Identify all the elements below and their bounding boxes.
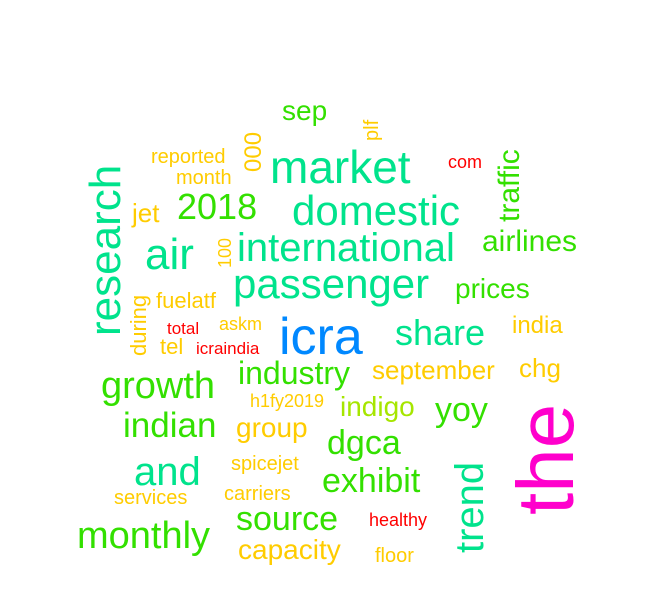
word-monthly: monthly [77, 515, 211, 557]
word-air: air [145, 230, 194, 279]
word-month: month [176, 167, 232, 189]
word-share: share [395, 312, 486, 353]
word-source: source [236, 500, 339, 538]
word-spicejet: spicejet [231, 453, 299, 475]
word-services: services [114, 487, 188, 509]
word-healthy: healthy [369, 510, 428, 530]
word-market: market [270, 141, 411, 193]
word-total: total [167, 319, 200, 338]
word-reported: reported [151, 146, 226, 168]
word-during: during [126, 294, 151, 356]
word-industry: industry [238, 355, 351, 391]
word-dgca: dgca [327, 424, 401, 462]
word-icra: icra [279, 308, 363, 366]
word-traffic: traffic [493, 149, 526, 222]
word-and: and [134, 450, 201, 494]
word-september: september [372, 355, 495, 385]
word-the: the [501, 403, 590, 515]
word-international: international [237, 226, 455, 270]
word-100: 100 [215, 237, 235, 268]
word-capacity: capacity [238, 534, 341, 565]
word-jet: jet [132, 198, 160, 228]
word-growth: growth [101, 365, 216, 407]
word-yoy: yoy [435, 391, 488, 429]
word-india: india [512, 312, 563, 339]
word-prices: prices [455, 273, 530, 304]
word-chg: chg [519, 353, 561, 383]
word-indigo: indigo [340, 391, 415, 422]
word-group: group [236, 412, 308, 443]
word-2018: 2018 [177, 186, 258, 227]
word-domestic: domestic [292, 187, 461, 234]
word-askm: askm [219, 314, 263, 334]
word-carriers: carriers [224, 483, 291, 505]
word-floor: floor [375, 545, 414, 567]
word-exhibit: exhibit [322, 462, 421, 500]
word-com: com [448, 152, 483, 172]
word-indian: indian [123, 406, 217, 445]
word-tel: tel [160, 334, 184, 359]
word-fuelatf: fuelatf [156, 288, 216, 313]
word-research: research [81, 164, 130, 336]
word-000: 000 [240, 131, 267, 172]
word-passenger: passenger [233, 260, 430, 307]
word-trend: trend [448, 461, 492, 553]
word-airlines: airlines [482, 225, 578, 258]
word-plf: plf [361, 119, 383, 141]
word-sep: sep [282, 95, 328, 126]
word-h1fy2019: h1fy2019 [250, 391, 325, 411]
word-icraindia: icraindia [196, 339, 260, 358]
